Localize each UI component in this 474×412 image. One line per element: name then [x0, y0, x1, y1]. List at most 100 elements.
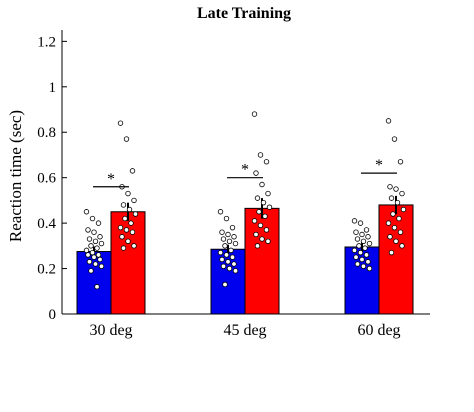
data-point: [94, 245, 100, 251]
data-point: [399, 243, 405, 249]
data-point: [129, 229, 136, 235]
data-point: [89, 249, 96, 256]
y-tick-label: 0.2: [37, 262, 56, 278]
data-point: [92, 238, 99, 244]
data-point: [94, 284, 100, 290]
y-axis-label: Reaction time (sec): [6, 110, 25, 242]
data-point: [86, 259, 93, 265]
data-point: [359, 231, 365, 238]
data-point: [366, 265, 373, 272]
data-point: [391, 136, 398, 142]
data-point: [357, 249, 364, 256]
data-point: [217, 249, 224, 256]
data-point: [256, 209, 262, 215]
data-point: [131, 197, 137, 204]
data-point: [223, 252, 230, 258]
data-point: [259, 181, 265, 188]
data-point: [265, 190, 271, 197]
x-tick-label: 45 deg: [223, 322, 266, 339]
y-tick-label: 0.6: [37, 171, 56, 187]
data-point: [254, 195, 261, 201]
data-point: [388, 249, 395, 256]
significance-star: *: [375, 157, 383, 174]
data-point: [263, 227, 270, 233]
plot-area: 0 0.2 0.4 0.6 0.8 1 1.2 30 deg 45 deg 60 deg * * *: [37, 30, 430, 339]
y-tick-label: 0.8: [37, 125, 56, 141]
data-point: [86, 236, 93, 242]
data-point: [226, 238, 233, 244]
data-point: [85, 227, 91, 233]
data-point: [266, 204, 273, 210]
data-point: [88, 268, 94, 274]
data-point: [390, 211, 396, 217]
data-point: [400, 206, 407, 213]
data-point: [232, 268, 239, 274]
data-point: [125, 190, 131, 197]
chart-title: Late Training: [197, 5, 291, 22]
data-point: [257, 152, 264, 158]
data-point: [222, 243, 228, 249]
data-point: [232, 240, 239, 247]
data-point: [123, 227, 130, 233]
data-point: [231, 261, 237, 267]
data-point: [119, 234, 125, 240]
data-point: [97, 234, 103, 240]
data-point: [387, 184, 393, 190]
data-point: [397, 159, 404, 165]
data-point: [385, 220, 392, 226]
data-point: [351, 247, 358, 254]
data-point: [396, 215, 402, 222]
data-point: [89, 215, 96, 222]
data-point: [360, 238, 367, 244]
data-point: [83, 247, 90, 254]
data-point: [95, 252, 102, 258]
data-point: [98, 263, 105, 269]
data-point: [120, 202, 127, 208]
data-point: [366, 240, 373, 247]
data-point: [220, 236, 227, 242]
data-point: [385, 118, 392, 124]
data-point: [388, 195, 395, 201]
bar: [210, 248, 246, 315]
data-point: [357, 220, 364, 226]
data-point: [257, 222, 264, 229]
data-point: [128, 220, 134, 226]
data-point: [92, 261, 99, 267]
significance-star: *: [241, 162, 249, 179]
data-point: [254, 243, 261, 249]
data-point: [225, 231, 231, 238]
data-point: [228, 247, 234, 254]
data-point: [354, 236, 361, 242]
data-point: [393, 186, 399, 192]
data-point: [217, 209, 224, 215]
data-point: [365, 259, 371, 265]
data-point: [225, 259, 231, 265]
data-point: [351, 218, 358, 224]
data-point: [88, 243, 94, 249]
y-tick-label: 1: [49, 80, 57, 96]
data-point: [219, 229, 225, 235]
data-point: [363, 252, 370, 258]
data-point: [365, 234, 371, 240]
x-tick-label: 60 deg: [357, 322, 400, 339]
x-tick-label: 30 deg: [89, 322, 132, 339]
bar: [110, 211, 146, 315]
data-point: [363, 227, 370, 233]
data-point: [85, 252, 91, 258]
data-point: [260, 199, 267, 206]
y-tick-label: 0.4: [37, 216, 56, 232]
data-point: [393, 238, 399, 244]
data-point: [359, 256, 365, 263]
data-point: [387, 234, 393, 240]
data-point: [83, 209, 90, 215]
data-point: [353, 229, 359, 235]
data-point: [394, 199, 401, 206]
data-point: [391, 224, 398, 231]
data-point: [354, 261, 361, 267]
data-point: [132, 211, 139, 217]
data-point: [117, 224, 124, 231]
data-point: [129, 168, 136, 174]
data-point: [226, 265, 233, 272]
data-point: [397, 229, 404, 235]
